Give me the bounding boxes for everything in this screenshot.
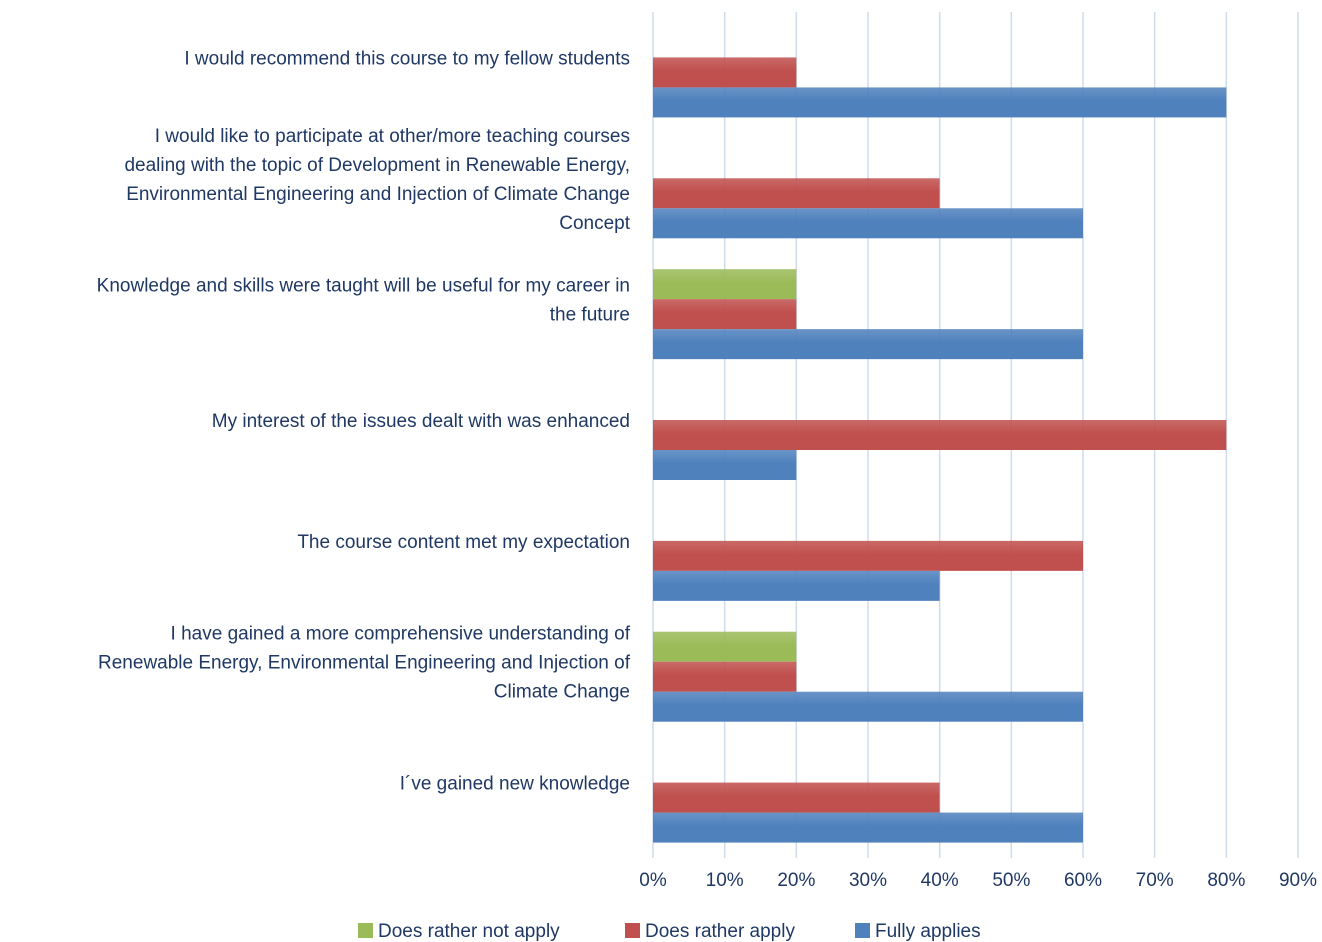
x-tick-label: 40% <box>921 870 959 891</box>
category-label: Climate Change <box>494 682 630 703</box>
x-axis-tick-labels: 0% 10% 20% 30% 40% 50% 60% 70% 80% 90% <box>639 870 1317 891</box>
bar-does-rather-not-apply <box>653 631 797 662</box>
x-tick-label: 20% <box>777 870 815 891</box>
legend-swatch <box>625 923 640 938</box>
category-label: Environmental Engineering and Injection … <box>126 184 630 205</box>
x-tick-label: 0% <box>639 870 667 891</box>
legend-swatch <box>358 923 373 938</box>
legend-swatch <box>855 923 870 938</box>
x-tick-label: 70% <box>1136 870 1174 891</box>
category-label: Renewable Energy, Environmental Engineer… <box>98 653 631 674</box>
x-tick-label: 80% <box>1207 870 1245 891</box>
bar-fully-applies <box>653 329 1083 360</box>
category-labels: I would recommend this course to my fell… <box>97 48 631 794</box>
category-label: My interest of the issues dealt with was… <box>212 411 630 432</box>
category-label: I have gained a more comprehensive under… <box>171 624 631 645</box>
bar-does-rather-apply <box>653 782 940 813</box>
bars <box>653 57 1227 843</box>
bar-does-rather-apply <box>653 661 797 692</box>
bar-fully-applies <box>653 691 1083 722</box>
category-label: the future <box>550 305 630 326</box>
x-tick-label: 50% <box>992 870 1030 891</box>
x-tick-label: 60% <box>1064 870 1102 891</box>
category-label: dealing with the topic of Development in… <box>124 155 630 176</box>
bar-does-rather-apply <box>653 540 1083 571</box>
bar-does-rather-apply <box>653 178 940 209</box>
bar-fully-applies <box>653 208 1083 239</box>
legend-label: Does rather not apply <box>378 921 560 942</box>
x-tick-label: 10% <box>706 870 744 891</box>
category-label: The course content met my expectation <box>297 532 630 553</box>
bar-fully-applies <box>653 812 1083 843</box>
bar-does-rather-not-apply <box>653 269 797 300</box>
category-label: I would recommend this course to my fell… <box>184 48 630 69</box>
x-tick-label: 90% <box>1279 870 1317 891</box>
bar-does-rather-apply <box>653 57 797 88</box>
bar-does-rather-apply <box>653 420 1227 450</box>
legend-label: Fully applies <box>875 921 981 942</box>
category-label: I´ve gained new knowledge <box>400 774 630 795</box>
category-label: I would like to participate at other/mor… <box>155 126 630 147</box>
category-label: Concept <box>559 213 630 234</box>
bar-does-rather-apply <box>653 299 797 330</box>
legend-label: Does rather apply <box>645 921 795 942</box>
legend: Does rather not apply Does rather apply Fu… <box>358 921 981 942</box>
category-label: Knowledge and skills were taught will be… <box>97 276 630 297</box>
bar-fully-applies <box>653 570 940 601</box>
bar-fully-applies <box>653 87 1227 118</box>
x-tick-label: 30% <box>849 870 887 891</box>
bar-fully-applies <box>653 450 797 480</box>
